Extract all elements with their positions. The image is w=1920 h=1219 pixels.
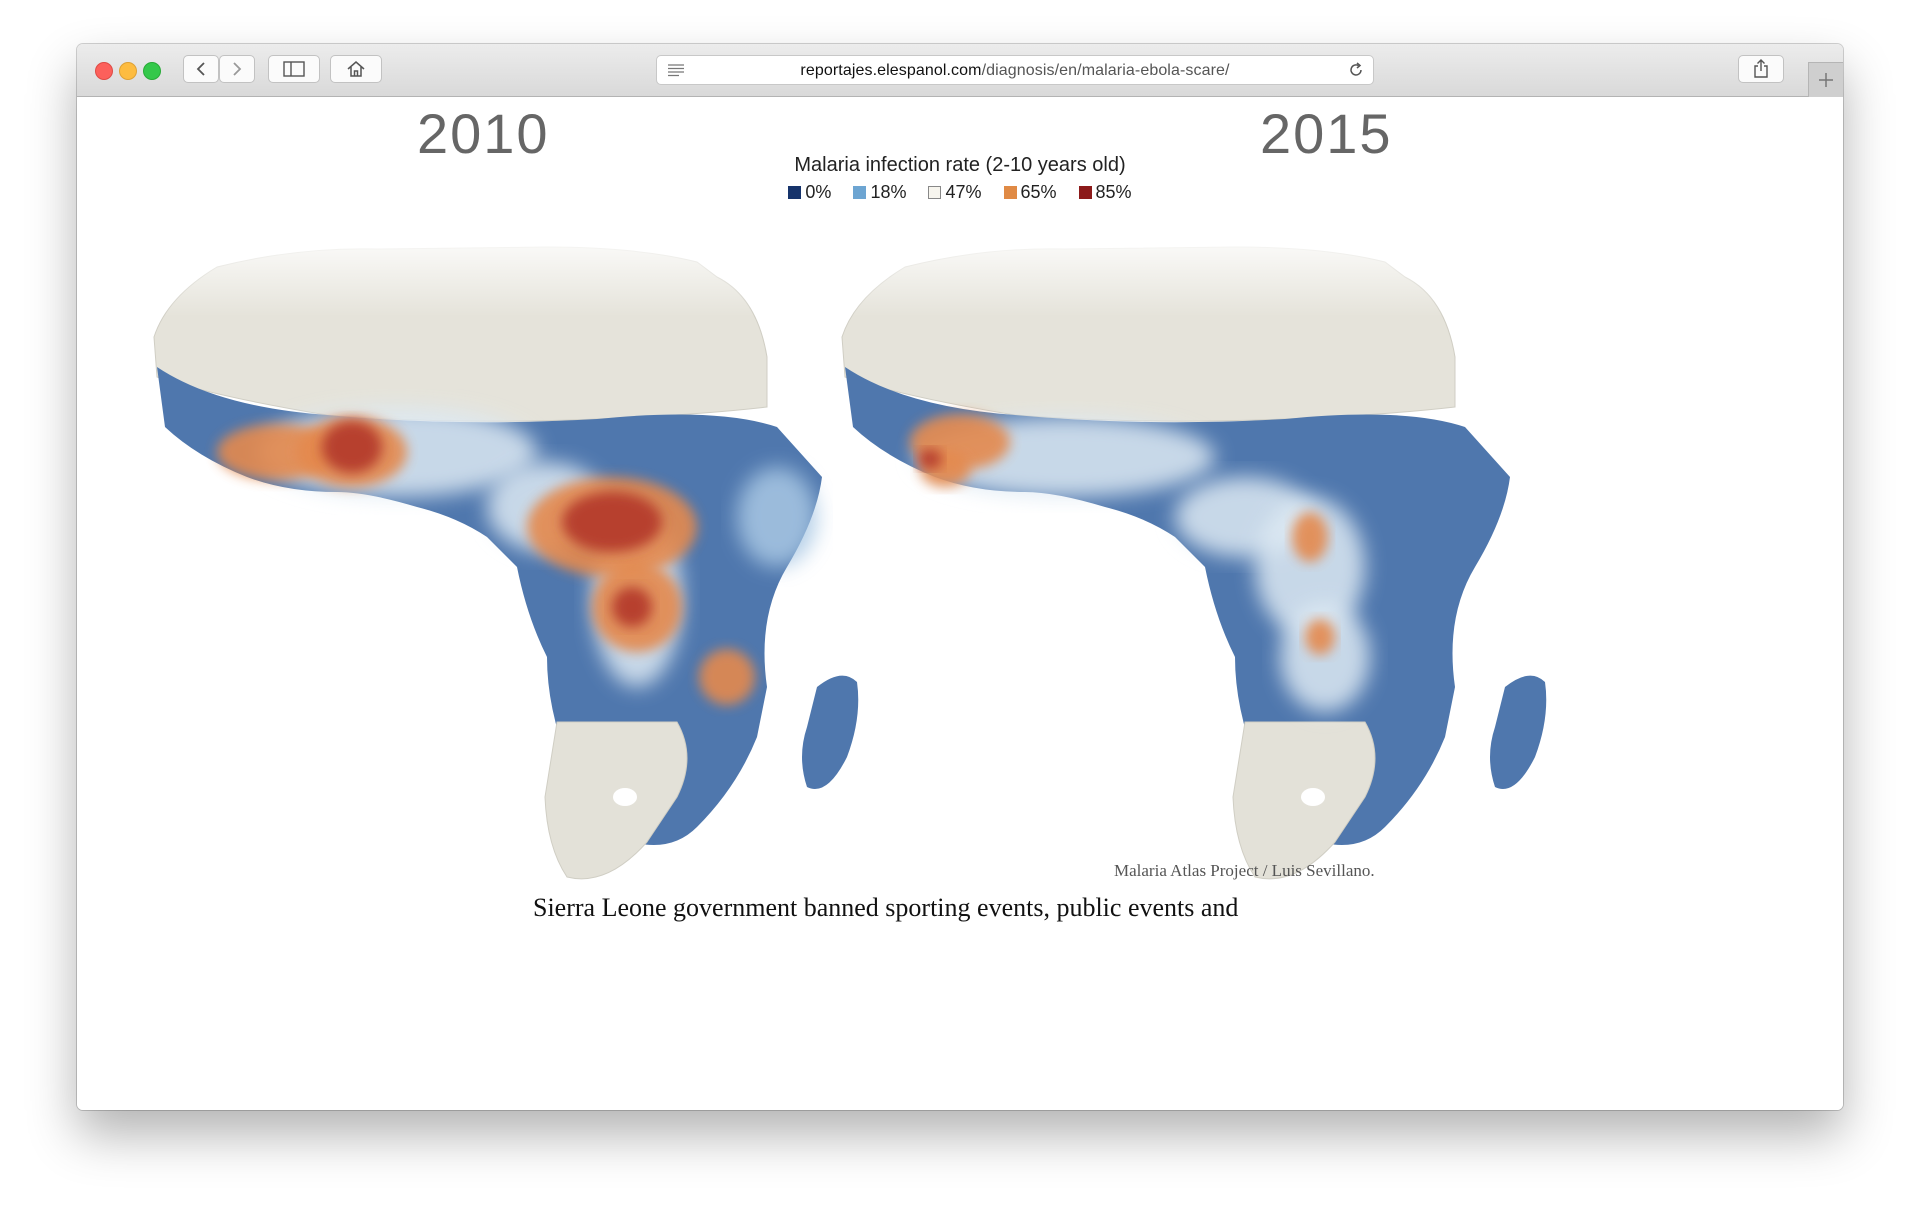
sidebar-icon [283,61,305,77]
map-fade [117,227,877,317]
chevron-right-icon [233,62,242,76]
share-button[interactable] [1738,55,1784,83]
legend-label: 65% [1020,182,1057,202]
legend-swatch [928,186,942,199]
legend-swatch [788,186,802,199]
malaria-region-very-high [612,587,652,627]
address-bar[interactable]: reportajes.elespanol.com/diagnosis/en/ma… [656,55,1374,85]
legend-label: 47% [945,182,982,202]
reader-icon[interactable] [667,63,685,77]
map-title-left: 2010 [417,102,550,165]
lesotho [1301,788,1325,806]
close-window-button[interactable] [95,62,113,80]
zoom-window-button[interactable] [143,62,161,80]
legend-label: 85% [1095,182,1132,202]
madagascar [1490,675,1547,789]
browser-toolbar: reportajes.elespanol.com/diagnosis/en/ma… [77,44,1843,97]
madagascar [802,675,859,789]
malaria-region-high [699,649,755,705]
home-icon [347,61,365,77]
legend-swatch [1003,186,1017,199]
malaria-region-very-high [322,421,382,473]
malaria-region-very-high [562,492,662,552]
forward-button[interactable] [219,55,255,83]
reload-icon[interactable] [1347,61,1365,79]
url-text: reportajes.elespanol.com/diagnosis/en/ma… [800,62,1230,79]
map-2010 [117,227,877,880]
minimize-window-button[interactable] [119,62,137,80]
legend-item: 0% [788,182,831,203]
legend-swatch [853,186,867,199]
map-title-right: 2015 [1260,102,1393,165]
malaria-maps [117,227,1565,880]
sidebar-button[interactable] [268,55,320,83]
new-tab-button[interactable] [1808,62,1843,97]
legend-item: 47% [928,182,982,203]
legend-swatch [1078,186,1092,199]
plus-icon [1819,73,1833,87]
back-button[interactable] [183,55,219,83]
legend-item: 65% [1003,182,1057,203]
lesotho [613,788,637,806]
chevron-left-icon [196,62,205,76]
legend: 0% 18% 47% 65% 85% [77,182,1843,203]
map-fade [805,227,1565,317]
malaria-region-high [1305,619,1335,655]
legend-title: Malaria infection rate (2-10 years old) [794,154,1126,176]
malaria-region-very-high [918,449,942,469]
article-text: Sierra Leone government banned sporting … [533,893,1239,922]
legend-label: 18% [870,182,907,202]
page-content: 2010 2015 Malaria infection rate (2-10 y… [77,97,1843,1110]
malaria-region-pale [1280,602,1370,712]
malaria-region-pale [1255,497,1365,637]
malaria-region-high [1292,512,1328,562]
malaria-region-mid [737,467,817,567]
browser-window: reportajes.elespanol.com/diagnosis/en/ma… [77,44,1843,1110]
figure-credit: Malaria Atlas Project / Luis Sevillano. [1114,861,1375,880]
map-2015 [805,227,1565,880]
legend-item: 85% [1078,182,1132,203]
legend-label: 0% [805,182,832,202]
legend-item: 18% [853,182,906,203]
share-icon [1754,59,1768,78]
home-button[interactable] [330,55,382,83]
